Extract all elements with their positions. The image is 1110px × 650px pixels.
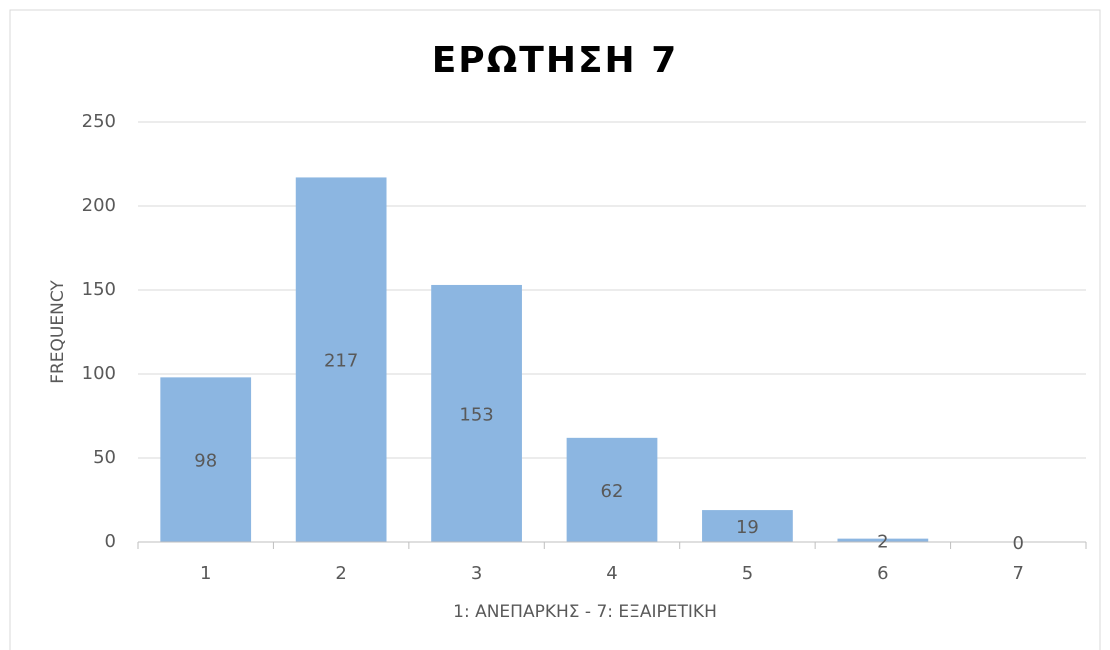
- data-label: 2: [877, 531, 888, 552]
- bar: [431, 284, 522, 542]
- chart-title: ΕΡΩΤΗΣΗ 7: [432, 40, 679, 81]
- x-tick-label: 5: [742, 563, 753, 584]
- data-label: 217: [324, 351, 358, 372]
- y-tick-label: 0: [105, 531, 116, 552]
- y-tick-label: 100: [82, 363, 116, 384]
- bar: [566, 437, 658, 542]
- y-tick-label: 50: [93, 447, 116, 468]
- bar: [702, 510, 793, 542]
- chart-frame: [9, 9, 1101, 650]
- y-tick-label: 250: [82, 111, 116, 132]
- x-tick-label: 3: [471, 563, 482, 584]
- x-tick-label: 2: [335, 563, 346, 584]
- y-axis-label: FREQUENCY: [48, 280, 68, 384]
- x-axis-label: 1: ΑΝΕΠΑΡΚΗΣ - 7: ΕΞΑΙΡΕΤΙΚΗ: [453, 602, 717, 622]
- data-label: 153: [459, 404, 493, 425]
- data-label: 98: [194, 451, 217, 472]
- bar: [295, 177, 387, 542]
- bar: [160, 377, 252, 542]
- y-tick-label: 200: [82, 195, 116, 216]
- x-tick-label: 6: [877, 563, 888, 584]
- x-tick-label: 7: [1013, 563, 1024, 584]
- y-tick-label: 150: [82, 279, 116, 300]
- x-tick-label: 4: [606, 563, 617, 584]
- data-label: 19: [736, 517, 759, 538]
- x-tick-label: 1: [200, 563, 211, 584]
- data-label: 62: [601, 481, 624, 502]
- data-label: 0: [1013, 533, 1024, 554]
- bar: [837, 538, 929, 542]
